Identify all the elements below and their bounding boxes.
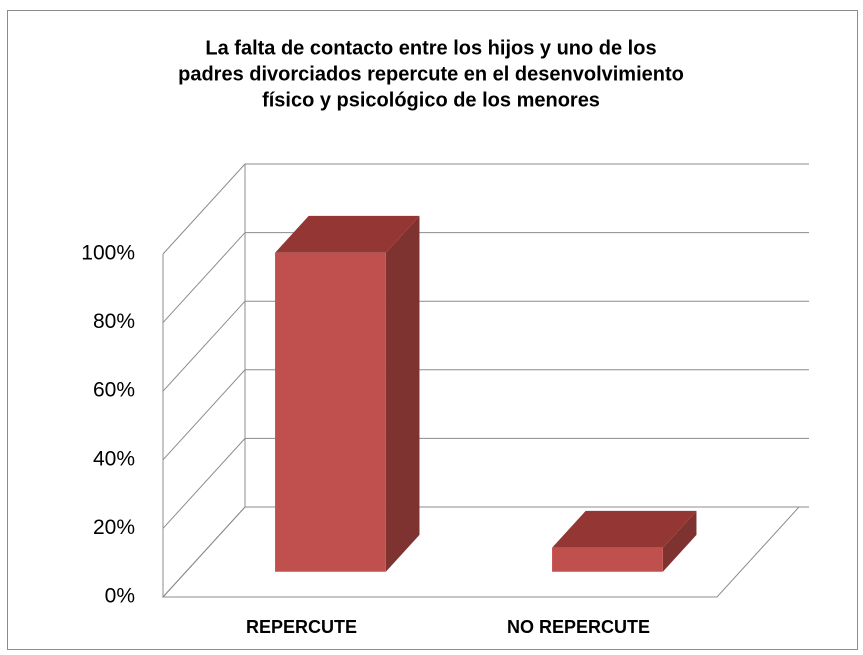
y-tick-label: 0% bbox=[105, 585, 135, 608]
chart-title: La falta de contacto entre los hijos y u… bbox=[205, 37, 656, 59]
grid-line bbox=[162, 300, 809, 392]
bar-side bbox=[662, 510, 697, 572]
grid-line bbox=[162, 232, 809, 323]
x-tick-label: REPERCUTE bbox=[246, 617, 357, 637]
y-tick-label: 100% bbox=[81, 242, 135, 265]
x-tick-label: NO REPERCUTE bbox=[507, 617, 650, 637]
grid-line bbox=[162, 437, 809, 529]
y-tick-label: 40% bbox=[93, 447, 135, 470]
grid-line bbox=[162, 506, 809, 598]
bar-side bbox=[385, 215, 420, 572]
chart-frame bbox=[7, 10, 858, 650]
y-tick-label: 60% bbox=[93, 379, 135, 402]
y-tick-label: 20% bbox=[93, 516, 135, 539]
bar-top bbox=[552, 510, 697, 548]
grid-line bbox=[162, 163, 809, 255]
bar bbox=[552, 547, 663, 572]
bar-top bbox=[275, 215, 420, 253]
bar bbox=[275, 252, 386, 572]
chart-title: padres divorciados repercute en el desen… bbox=[178, 63, 684, 85]
y-tick-label: 80% bbox=[93, 310, 135, 333]
grid-line bbox=[162, 369, 809, 461]
chart-title: físico y psicológico de los menores bbox=[262, 89, 600, 111]
